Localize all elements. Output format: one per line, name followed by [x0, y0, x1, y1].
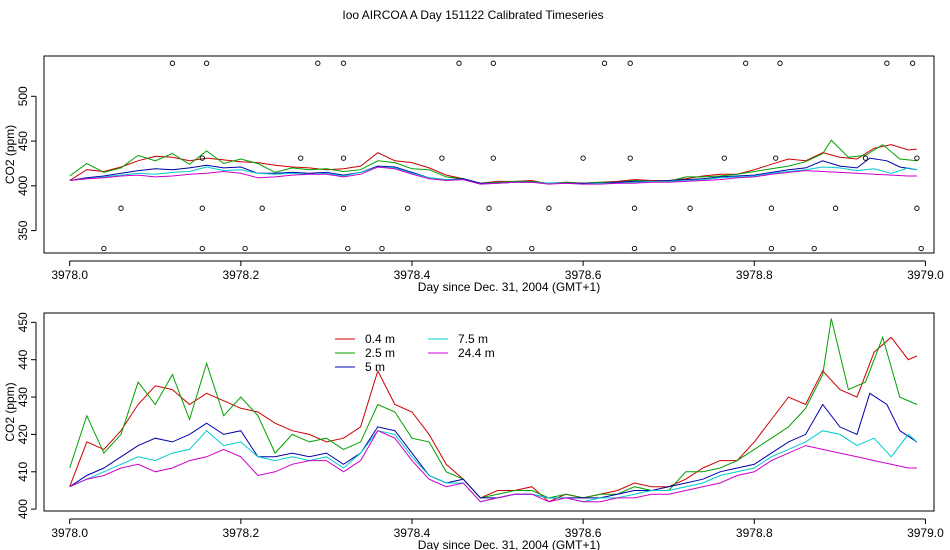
series-line-0-4-mm — [69, 144, 917, 185]
data-point-marker — [768, 205, 775, 211]
data-point-marker — [259, 205, 265, 211]
x-tick-label: 3978.4 — [394, 526, 431, 540]
x-tick-label: 3978.0 — [51, 268, 88, 282]
data-point-marker — [439, 155, 445, 161]
data-point-marker — [199, 155, 205, 161]
y-tick-label: 450 — [16, 312, 30, 332]
legend: 0.4 m2.5 m5 m 7.5 m24.4 m — [335, 332, 495, 374]
data-point-marker — [832, 205, 839, 211]
data-point-marker — [884, 60, 890, 66]
data-point-marker — [773, 155, 779, 161]
x-tick-label: 3978.2 — [222, 268, 259, 282]
data-point-marker — [862, 155, 869, 161]
series-line-2-5-mm — [69, 318, 918, 499]
data-point-marker — [743, 60, 749, 66]
x-tick-label: 3978.8 — [736, 268, 773, 282]
data-point-marker — [118, 205, 124, 211]
data-point-marker — [203, 60, 210, 66]
series-line-0-4-mm — [69, 336, 918, 503]
plot-frame — [43, 312, 935, 512]
plot-frame — [43, 55, 935, 254]
figure-title: Ioo AIRCOA A Day 151122 Calibrated Times… — [342, 8, 603, 22]
data-point-marker — [627, 60, 633, 66]
data-point-marker — [345, 245, 351, 252]
legend-label: 5 m — [365, 360, 385, 374]
y-tick-label: 450 — [16, 131, 30, 151]
data-point-marker — [601, 60, 608, 66]
data-point-marker — [456, 60, 462, 66]
data-point-marker — [721, 155, 727, 161]
data-point-marker — [486, 205, 492, 211]
data-point-marker — [909, 60, 916, 66]
panel-calibrated-zoom: 3978.0 3978.2 3978.4 3978.6 3978.8 3979.0 Day … — [3, 312, 944, 550]
x-tick-label: 3978.4 — [394, 268, 431, 282]
y-tick-label: 420 — [16, 424, 30, 444]
data-point-marker — [546, 205, 552, 211]
data-point-marker — [340, 60, 347, 66]
data-point-marker — [490, 60, 496, 66]
series-line-24-4-mm — [69, 166, 917, 185]
data-point-marker — [811, 245, 817, 252]
data-point-marker — [580, 155, 586, 161]
legend-label: 0.4 m — [365, 332, 395, 346]
data-point-marker — [490, 155, 496, 161]
data-point-marker — [777, 60, 783, 66]
y-tick-label: 410 — [16, 461, 30, 481]
series-line-2-5-mm — [69, 139, 917, 184]
series-line-5-mm — [69, 392, 918, 499]
y-axis-label: CO2 (ppm) — [3, 382, 17, 441]
data-point-marker — [298, 155, 304, 161]
x-tick-label: 3978.6 — [565, 268, 602, 282]
y-tick-label: 350 — [16, 220, 30, 240]
data-point-marker — [914, 155, 920, 161]
data-point-marker — [768, 245, 775, 252]
data-point-marker — [199, 245, 205, 252]
legend-label: 2.5 m — [365, 346, 395, 360]
x-tick-label: 3978.2 — [222, 526, 259, 540]
legend-label: 7.5 m — [458, 332, 488, 346]
y-axis-label: CO2 (ppm) — [3, 125, 17, 184]
data-point-marker — [242, 245, 248, 252]
x-tick-label: 3979.0 — [907, 268, 944, 282]
data-point-marker — [529, 245, 535, 252]
y-tick-label: 500 — [16, 86, 30, 106]
data-point-marker — [169, 60, 176, 66]
data-point-marker — [627, 155, 633, 161]
x-tick-label: 3978.0 — [51, 526, 88, 540]
data-point-marker — [101, 245, 107, 252]
series-line-5-mm — [69, 157, 917, 184]
data-point-marker — [405, 205, 411, 211]
x-axis-label: Day since Dec. 31, 2004 (GMT+1) — [418, 280, 600, 294]
data-point-marker — [340, 205, 347, 211]
x-tick-label: 3979.0 — [907, 526, 944, 540]
x-tick-label: 3978.6 — [565, 526, 602, 540]
data-point-marker — [670, 245, 676, 252]
data-point-marker — [486, 245, 492, 252]
data-point-marker — [199, 205, 205, 211]
legend-label: 24.4 m — [458, 346, 495, 360]
series-line-24-4-mm — [69, 430, 917, 503]
y-tick-label: 430 — [16, 387, 30, 407]
data-point-marker — [315, 60, 321, 66]
data-point-marker — [687, 205, 693, 211]
panel-calibrated-overview: 3978.0 3978.2 3978.4 3978.6 3978.8 3979.0 Day … — [3, 55, 944, 294]
y-tick-label: 400 — [16, 176, 30, 196]
data-point-marker — [340, 155, 347, 161]
data-point-marker — [631, 205, 638, 211]
y-tick-label: 440 — [16, 349, 30, 369]
data-point-marker — [631, 245, 638, 252]
data-point-marker — [379, 245, 385, 252]
y-tick-label: 400 — [16, 499, 30, 519]
x-tick-label: 3978.8 — [736, 526, 773, 540]
data-point-marker — [914, 205, 920, 211]
data-point-marker — [918, 245, 924, 252]
x-axis-label: Day since Dec. 31, 2004 (GMT+1) — [418, 538, 600, 550]
